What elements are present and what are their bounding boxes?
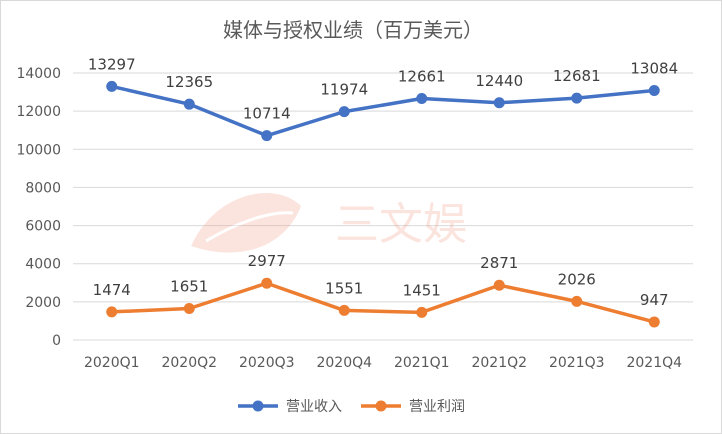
x-tick-label: 2021Q1 [394, 355, 450, 371]
gridlines [73, 72, 693, 341]
data-point [338, 304, 350, 316]
series-line [111, 281, 655, 324]
y-axis-ticks: 0 2000 4000 6000 8000 10000 12000 14000 [16, 66, 61, 349]
data-labels: 13297 12365 10714 11974 12661 12440 12681 13084… [88, 55, 678, 309]
data-point [338, 106, 350, 118]
data-label: 2977 [248, 252, 286, 270]
data-point [571, 295, 583, 307]
data-label: 12365 [165, 73, 213, 91]
y-tick-label: 4000 [25, 257, 61, 273]
data-point [106, 80, 118, 92]
data-label: 1551 [325, 279, 363, 297]
y-tick-label: 10000 [16, 142, 61, 158]
data-label: 12661 [398, 68, 446, 86]
data-label: 2871 [480, 254, 518, 272]
data-label: 12681 [553, 67, 601, 85]
x-tick-label: 2020Q3 [239, 355, 295, 371]
x-tick-label: 2021Q3 [549, 355, 605, 371]
y-tick-label: 6000 [25, 219, 61, 235]
data-label: 12440 [475, 72, 523, 90]
data-point [416, 306, 428, 318]
data-label: 1451 [403, 281, 441, 299]
data-point [571, 92, 583, 104]
y-tick-label: 2000 [25, 295, 61, 311]
x-axis-ticks: 2020Q1 2020Q2 2020Q3 2020Q4 2021Q1 2021Q2 2021… [84, 355, 682, 371]
x-tick-label: 2020Q4 [316, 355, 372, 371]
data-point [106, 306, 118, 318]
chart-title: 媒体与授权业绩（百万美元） [223, 18, 483, 42]
y-tick-label: 8000 [25, 180, 61, 196]
series-layer [106, 80, 660, 328]
data-point [261, 130, 273, 142]
data-label: 1651 [170, 278, 208, 296]
legend-label: 营业利润 [409, 399, 465, 415]
data-point [493, 97, 505, 109]
series-line [111, 84, 655, 138]
data-label: 947 [640, 291, 669, 309]
y-tick-label: 12000 [16, 104, 61, 120]
data-label: 10714 [243, 105, 291, 123]
data-label: 2026 [558, 270, 596, 288]
data-point [183, 303, 195, 315]
data-point [648, 316, 660, 328]
data-point [261, 277, 273, 289]
watermark-leaf-accent [205, 211, 294, 243]
legend: 营业收入 营业利润 [238, 399, 465, 415]
watermark-leaf-shape [191, 193, 301, 253]
y-tick-label: 14000 [16, 66, 61, 82]
y-tick-label: 0 [52, 333, 61, 349]
data-label: 13297 [88, 55, 136, 73]
x-tick-label: 2020Q1 [84, 355, 140, 371]
watermark-text: 三文娱 [335, 199, 467, 250]
x-tick-label: 2021Q2 [471, 355, 527, 371]
data-point [416, 93, 428, 105]
legend-label: 营业收入 [286, 399, 342, 415]
data-label: 1474 [93, 281, 131, 299]
data-label: 13084 [630, 59, 678, 77]
data-point [648, 84, 660, 96]
data-point [493, 279, 505, 291]
x-tick-label: 2021Q4 [626, 355, 682, 371]
data-label: 11974 [320, 81, 368, 99]
x-tick-label: 2020Q2 [161, 355, 217, 371]
legend-marker [375, 400, 387, 412]
data-point [183, 98, 195, 110]
watermark-logo: 三文娱 [191, 193, 467, 253]
legend-marker [252, 400, 264, 412]
